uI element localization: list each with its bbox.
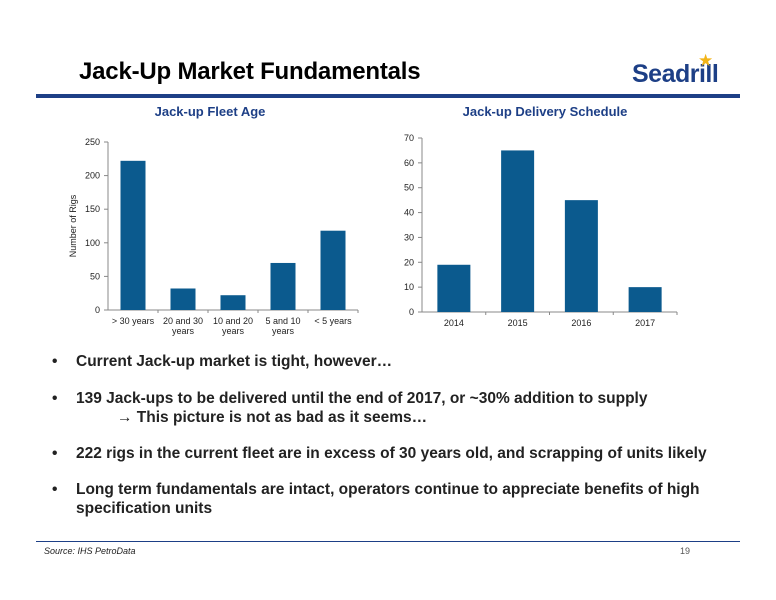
x-tick-label: 2014 bbox=[444, 318, 464, 328]
bullet-text: Current Jack-up market is tight, however… bbox=[76, 353, 393, 370]
x-tick-label-line: 2016 bbox=[571, 318, 591, 328]
bar bbox=[437, 264, 471, 312]
star-icon: ★ bbox=[698, 51, 714, 70]
bar bbox=[120, 160, 146, 310]
x-tick-label-line: 5 and 10 bbox=[265, 316, 300, 326]
bar bbox=[628, 287, 662, 312]
bar bbox=[564, 200, 598, 312]
x-tick-label: 10 and 20 years bbox=[213, 316, 253, 336]
y-tick-label: 250 bbox=[85, 137, 100, 147]
y-tick-label: 50 bbox=[90, 271, 100, 281]
bar bbox=[270, 262, 296, 310]
x-tick-label-line: years bbox=[272, 326, 295, 336]
y-tick-label: 0 bbox=[95, 305, 100, 315]
y-tick-label: 10 bbox=[404, 282, 414, 292]
bullet-subline: → This picture is not as bad as it seems… bbox=[117, 409, 428, 426]
y-axis-label: Number of Rigs bbox=[68, 194, 78, 257]
x-tick-label-line: years bbox=[222, 326, 245, 336]
footer-rule bbox=[36, 541, 740, 542]
x-tick-label: 2017 bbox=[635, 318, 655, 328]
y-tick-label: 50 bbox=[404, 183, 414, 193]
bar bbox=[170, 288, 196, 310]
bullet-list: • Current Jack-up market is tight, howev… bbox=[52, 352, 742, 518]
x-tick-label: > 30 years bbox=[112, 316, 155, 326]
y-tick-label: 20 bbox=[404, 257, 414, 267]
x-tick-label: < 5 years bbox=[314, 316, 352, 326]
bullet-dot: • bbox=[52, 481, 58, 498]
seadrill-logo: Seadrill ★ bbox=[632, 52, 722, 92]
x-tick-label-line: years bbox=[172, 326, 195, 336]
bullet-item: • 139 Jack-ups to be delivered until the… bbox=[52, 389, 742, 427]
x-tick-label-line: > 30 years bbox=[112, 316, 155, 326]
logo-text: Seadrill bbox=[632, 60, 719, 88]
bullet-dot: • bbox=[52, 445, 58, 462]
bar bbox=[320, 230, 346, 310]
bullet-text: Long term fundamentals are intact, opera… bbox=[76, 481, 700, 517]
slide-title: Jack-Up Market Fundamentals bbox=[79, 58, 421, 85]
x-tick-label-line: 2015 bbox=[508, 318, 528, 328]
y-tick-label: 60 bbox=[404, 158, 414, 168]
delivery-schedule-chart-title: Jack-up Delivery Schedule bbox=[462, 104, 628, 119]
x-tick-label: 5 and 10 years bbox=[265, 316, 300, 336]
x-tick-label-line: 20 and 30 bbox=[163, 316, 203, 326]
y-tick-label: 40 bbox=[404, 208, 414, 218]
y-tick-label: 0 bbox=[409, 307, 414, 317]
fleet-age-chart: 0 50 100 150 200 250 Number of Rigs > 30 years 2… bbox=[68, 137, 359, 336]
x-tick-label: 2015 bbox=[508, 318, 528, 328]
page-number: 19 bbox=[680, 546, 691, 556]
bullet-item: • Current Jack-up market is tight, howev… bbox=[52, 352, 742, 371]
bar bbox=[501, 150, 535, 312]
y-tick-label: 100 bbox=[85, 238, 100, 248]
bullet-dot: • bbox=[52, 390, 58, 407]
bullet-text: 222 rigs in the current fleet are in exc… bbox=[76, 445, 707, 462]
header-rule bbox=[36, 94, 740, 98]
x-tick-label-line: 2017 bbox=[635, 318, 655, 328]
delivery-schedule-chart: 0 10 20 30 40 50 60 70 2014 2015 2016 2017 bbox=[404, 133, 678, 328]
bullet-item: • 222 rigs in the current fleet are in e… bbox=[52, 444, 742, 463]
bullet-dot: • bbox=[52, 353, 58, 370]
x-tick-label: 2016 bbox=[571, 318, 591, 328]
x-tick-label: 20 and 30 years bbox=[163, 316, 203, 336]
x-tick-label-line: 2014 bbox=[444, 318, 464, 328]
bar bbox=[220, 295, 246, 310]
fleet-age-chart-title: Jack-up Fleet Age bbox=[154, 104, 266, 119]
x-tick-label-line: < 5 years bbox=[314, 316, 352, 326]
y-tick-label: 70 bbox=[404, 133, 414, 143]
bullet-text: 139 Jack-ups to be delivered until the e… bbox=[76, 390, 648, 407]
source-note: Source: IHS PetroData bbox=[44, 546, 136, 556]
y-tick-label: 30 bbox=[404, 232, 414, 242]
x-tick-label-line: 10 and 20 bbox=[213, 316, 253, 326]
y-tick-label: 200 bbox=[85, 171, 100, 181]
bullet-item: • Long term fundamentals are intact, ope… bbox=[52, 480, 742, 518]
y-tick-label: 150 bbox=[85, 204, 100, 214]
